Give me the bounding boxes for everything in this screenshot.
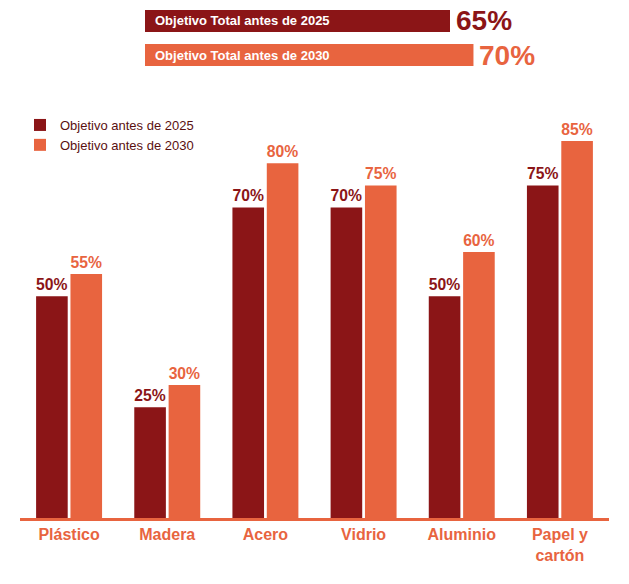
svg-text:85%: 85%: [561, 121, 592, 138]
svg-text:30%: 30%: [169, 365, 200, 382]
svg-text:50%: 50%: [36, 276, 67, 293]
svg-text:75%: 75%: [365, 165, 396, 182]
svg-text:Objetivo Total antes de 2030: Objetivo Total antes de 2030: [155, 48, 330, 63]
svg-text:Madera: Madera: [139, 526, 195, 543]
svg-text:Acero: Acero: [243, 526, 289, 543]
svg-text:75%: 75%: [527, 165, 558, 182]
svg-text:25%: 25%: [134, 387, 165, 404]
svg-text:Plástico: Plástico: [38, 526, 100, 543]
svg-text:55%: 55%: [70, 254, 101, 271]
svg-text:Objetivo antes de 2030: Objetivo antes de 2030: [60, 138, 194, 153]
svg-text:70%: 70%: [331, 187, 362, 204]
svg-text:80%: 80%: [267, 143, 298, 160]
svg-text:60%: 60%: [463, 232, 494, 249]
svg-text:65%: 65%: [456, 5, 512, 36]
svg-text:Objetivo antes de 2025: Objetivo antes de 2025: [60, 118, 194, 133]
svg-text:Vidrio: Vidrio: [341, 526, 386, 543]
svg-text:Objetivo Total antes de 2025: Objetivo Total antes de 2025: [155, 13, 330, 28]
svg-text:50%: 50%: [429, 276, 460, 293]
svg-text:Papel ycartón: Papel ycartón: [532, 526, 588, 564]
svg-text:70%: 70%: [232, 187, 263, 204]
svg-text:70%: 70%: [479, 40, 535, 71]
svg-text:Aluminio: Aluminio: [428, 526, 497, 543]
